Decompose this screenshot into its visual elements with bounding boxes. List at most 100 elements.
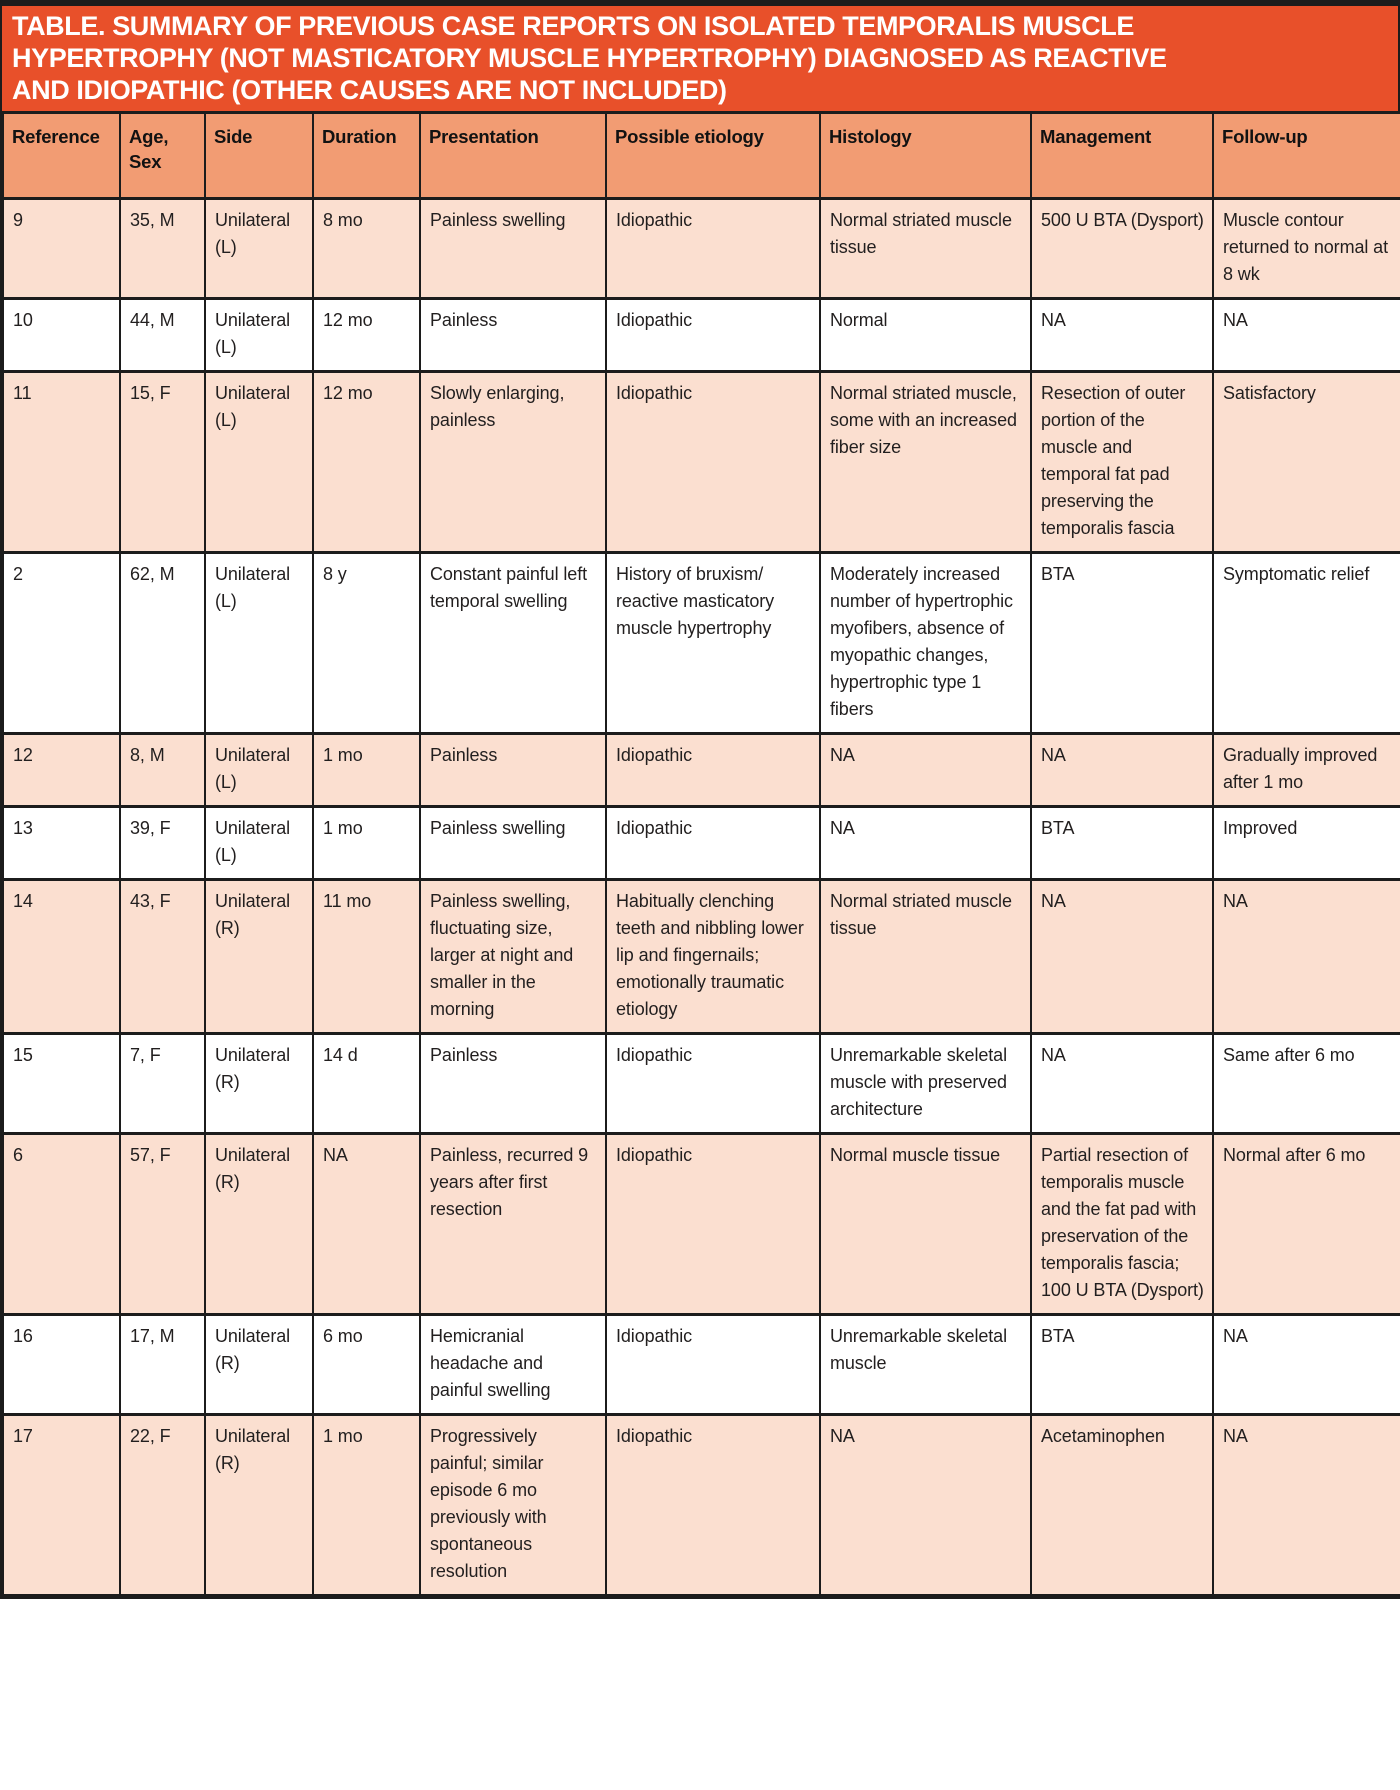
table-cell: 1 mo bbox=[312, 732, 421, 808]
table-cell: Satisfactory bbox=[1212, 370, 1400, 554]
table-cell: 8 mo bbox=[312, 197, 421, 300]
table-cell: 1 mo bbox=[312, 1413, 421, 1597]
table-cell: 44, M bbox=[119, 297, 206, 373]
table-row: 10 44, M Unilateral (L) 12 mo Painless Idiopa… bbox=[2, 297, 1400, 373]
table-cell: NA bbox=[312, 1132, 421, 1316]
table-cell: 62, M bbox=[119, 551, 206, 735]
table-cell: 7, F bbox=[119, 1032, 206, 1135]
table-cell: Painless bbox=[419, 297, 607, 373]
table-cell: Gradually improved after 1 mo bbox=[1212, 732, 1400, 808]
table-cell: Unilateral (R) bbox=[204, 1413, 314, 1597]
table-cell: NA bbox=[1212, 878, 1400, 1035]
table-row: 16 17, M Unilateral (R) 6 mo Hemicranial hea… bbox=[2, 1313, 1400, 1416]
table-row: 15 7, F Unilateral (R) 14 d Painless Idiopath… bbox=[2, 1032, 1400, 1135]
table-cell: Unilateral (L) bbox=[204, 805, 314, 881]
table-row: 9 35, M Unilateral (L) 8 mo Painless swellin… bbox=[2, 197, 1400, 300]
table-cell: 16 bbox=[2, 1313, 121, 1416]
table-cell: Unilateral (L) bbox=[204, 197, 314, 300]
table-title-line: HYPERTROPHY (NOT MASTICATORY MUSCLE HYPE… bbox=[12, 43, 1167, 73]
table-cell: 6 mo bbox=[312, 1313, 421, 1416]
table-cell: Normal muscle tissue bbox=[819, 1132, 1032, 1316]
table-cell: Unilateral (L) bbox=[204, 370, 314, 554]
table-cell: Constant painful left temporal swelling bbox=[419, 551, 607, 735]
table-cell: NA bbox=[819, 1413, 1032, 1597]
table-cell: Unilateral (L) bbox=[204, 297, 314, 373]
table-row: 6 57, F Unilateral (R) NA Painless, recurred… bbox=[2, 1132, 1400, 1316]
table-title: TABLE. SUMMARY OF PREVIOUS CASE REPORTS … bbox=[2, 6, 1398, 111]
table-row: 2 62, M Unilateral (L) 8 y Constant painful … bbox=[2, 551, 1400, 735]
table-cell: NA bbox=[1030, 732, 1214, 808]
table-cell: Improved bbox=[1212, 805, 1400, 881]
table-cell: Idiopathic bbox=[605, 805, 821, 881]
table-cell: Painless, recurred 9 years after first r… bbox=[419, 1132, 607, 1316]
table-cell: NA bbox=[819, 732, 1032, 808]
table-cell: NA bbox=[1212, 297, 1400, 373]
table-cell: 57, F bbox=[119, 1132, 206, 1316]
table-cell: Unilateral (R) bbox=[204, 1032, 314, 1135]
column-header-age-sex: Age, Sex bbox=[119, 111, 206, 200]
table-row: 11 15, F Unilateral (L) 12 mo Slowly enlargi… bbox=[2, 370, 1400, 554]
table-cell: 35, M bbox=[119, 197, 206, 300]
table-cell: Painless swelling, fluctuating size, lar… bbox=[419, 878, 607, 1035]
case-reports-table: Reference Age, Sex Side Duration Present… bbox=[2, 111, 1400, 1597]
table-cell: Idiopathic bbox=[605, 197, 821, 300]
column-header-management: Management bbox=[1030, 111, 1214, 200]
table-cell: Unilateral (L) bbox=[204, 732, 314, 808]
table-cell: 13 bbox=[2, 805, 121, 881]
table-cell: Idiopathic bbox=[605, 1032, 821, 1135]
table-title-line: AND IDIOPATHIC (OTHER CAUSES ARE NOT INC… bbox=[12, 75, 727, 105]
table-cell: 15, F bbox=[119, 370, 206, 554]
table-title-line: TABLE. SUMMARY OF PREVIOUS CASE REPORTS … bbox=[12, 11, 1134, 41]
table-cell: Normal striated muscle tissue bbox=[819, 197, 1032, 300]
table-cell: Hemicranial headache and painful swellin… bbox=[419, 1313, 607, 1416]
table-cell: Resection of outer portion of the muscle… bbox=[1030, 370, 1214, 554]
table-cell: Progressively painful; similar episode 6… bbox=[419, 1413, 607, 1597]
table-cell: Idiopathic bbox=[605, 1132, 821, 1316]
table-cell: Symptomatic relief bbox=[1212, 551, 1400, 735]
table-cell: Normal after 6 mo bbox=[1212, 1132, 1400, 1316]
table-cell: Unilateral (R) bbox=[204, 1132, 314, 1316]
table-cell: Idiopathic bbox=[605, 297, 821, 373]
column-header-side: Side bbox=[204, 111, 314, 200]
header-row: Reference Age, Sex Side Duration Present… bbox=[2, 111, 1400, 200]
table-cell: 6 bbox=[2, 1132, 121, 1316]
table-cell: 22, F bbox=[119, 1413, 206, 1597]
table-cell: Idiopathic bbox=[605, 732, 821, 808]
table-cell: Painless swelling bbox=[419, 805, 607, 881]
table-cell: NA bbox=[1212, 1313, 1400, 1416]
table-cell: Muscle contour returned to normal at 8 w… bbox=[1212, 197, 1400, 300]
table-cell: Unilateral (R) bbox=[204, 1313, 314, 1416]
table-cell: 11 mo bbox=[312, 878, 421, 1035]
table-cell: 17 bbox=[2, 1413, 121, 1597]
table-cell: NA bbox=[1030, 1032, 1214, 1135]
table-cell: 2 bbox=[2, 551, 121, 735]
table-cell: Unilateral (R) bbox=[204, 878, 314, 1035]
column-header-follow-up: Follow-up bbox=[1212, 111, 1400, 200]
table-cell: Partial resection of temporalis muscle a… bbox=[1030, 1132, 1214, 1316]
table-cell: 11 bbox=[2, 370, 121, 554]
table-cell: Idiopathic bbox=[605, 370, 821, 554]
column-header-histology: Histology bbox=[819, 111, 1032, 200]
table-cell: 17, M bbox=[119, 1313, 206, 1416]
table-row: 17 22, F Unilateral (R) 1 mo Progressively p… bbox=[2, 1413, 1400, 1597]
table-cell: 39, F bbox=[119, 805, 206, 881]
table-cell: 14 d bbox=[312, 1032, 421, 1135]
table-cell: Unremarkable skeletal muscle bbox=[819, 1313, 1032, 1416]
table-cell: Slowly enlarging, painless bbox=[419, 370, 607, 554]
table-cell: Painless bbox=[419, 732, 607, 808]
table-cell: 500 U BTA (Dysport) bbox=[1030, 197, 1214, 300]
table-cell: 12 bbox=[2, 732, 121, 808]
table-cell: BTA bbox=[1030, 1313, 1214, 1416]
table-cell: BTA bbox=[1030, 551, 1214, 735]
table-cell: 1 mo bbox=[312, 805, 421, 881]
table-cell: Unremarkable skeletal muscle with preser… bbox=[819, 1032, 1032, 1135]
table-cell: Normal striated muscle, some with an inc… bbox=[819, 370, 1032, 554]
table-cell: Normal striated muscle tissue bbox=[819, 878, 1032, 1035]
table-cell: NA bbox=[819, 805, 1032, 881]
table-cell: Moderately increased number of hypertrop… bbox=[819, 551, 1032, 735]
table-body: 9 35, M Unilateral (L) 8 mo Painless swellin… bbox=[2, 197, 1400, 1597]
table-cell: 10 bbox=[2, 297, 121, 373]
column-header-presentation: Presentation bbox=[419, 111, 607, 200]
table-cell: History of bruxism/ reactive masticatory… bbox=[605, 551, 821, 735]
table-cell: 43, F bbox=[119, 878, 206, 1035]
